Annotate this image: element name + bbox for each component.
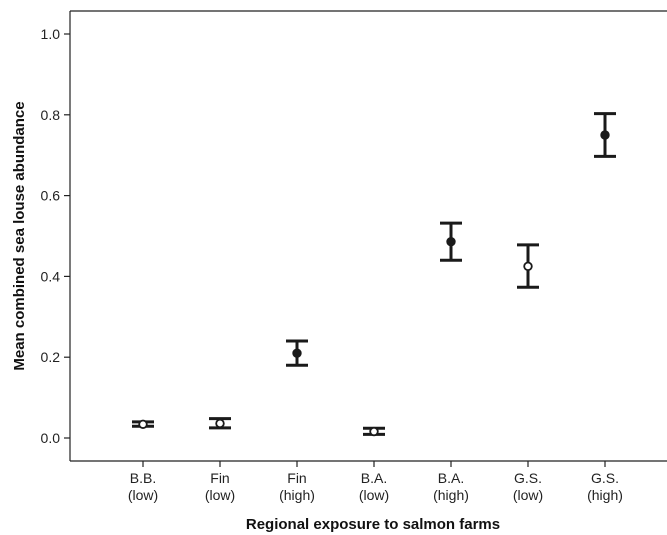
x-tick-label-line1: B.B. bbox=[130, 470, 156, 486]
x-tick-label-line2: (high) bbox=[587, 487, 623, 503]
y-axis-title: Mean combined sea louse abundance bbox=[11, 101, 28, 370]
y-tick-label: 0.6 bbox=[41, 188, 61, 204]
x-tick-label-line2: (low) bbox=[128, 487, 158, 503]
x-tick-label-line1: Fin bbox=[287, 470, 306, 486]
x-tick-label-line1: B.A. bbox=[438, 470, 464, 486]
mean-marker-filled bbox=[446, 236, 456, 247]
mean-marker-open bbox=[138, 419, 148, 429]
mean-marker-open bbox=[215, 418, 225, 429]
x-axis-title: Regional exposure to salmon farms bbox=[246, 516, 500, 533]
x-tick-label-line2: (low) bbox=[359, 487, 389, 503]
x-tick-label-line1: G.S. bbox=[514, 470, 542, 486]
x-tick-label-line2: (low) bbox=[513, 487, 543, 503]
plot-frame bbox=[69, 10, 667, 462]
y-tick-label: 0.4 bbox=[41, 268, 61, 284]
x-tick-label-line2: (high) bbox=[433, 487, 469, 503]
x-tick-label-line1: B.A. bbox=[361, 470, 387, 486]
y-tick-label: 1.0 bbox=[41, 26, 61, 42]
x-tick-label-line2: (low) bbox=[205, 487, 235, 503]
mean-marker-open bbox=[369, 426, 379, 437]
error-bar-marks bbox=[132, 112, 616, 437]
mean-marker-filled bbox=[292, 348, 302, 358]
y-tick-label: 0.2 bbox=[41, 349, 61, 365]
y-axis-ticks: 0.0 0.2 0.4 0.6 0.8 1.0 bbox=[41, 26, 70, 446]
x-tick-label-line1: G.S. bbox=[591, 470, 619, 486]
mean-marker-open bbox=[523, 261, 533, 271]
x-axis-ticks: B.B.(low)Fin(low)Fin(high)B.A.(low)B.A.(… bbox=[128, 461, 623, 503]
y-tick-label: 0.8 bbox=[41, 107, 61, 123]
mean-marker-filled bbox=[600, 130, 610, 140]
x-tick-label-line2: (high) bbox=[279, 487, 315, 503]
x-tick-label-line1: Fin bbox=[210, 470, 229, 486]
y-tick-label: 0.0 bbox=[41, 430, 61, 446]
